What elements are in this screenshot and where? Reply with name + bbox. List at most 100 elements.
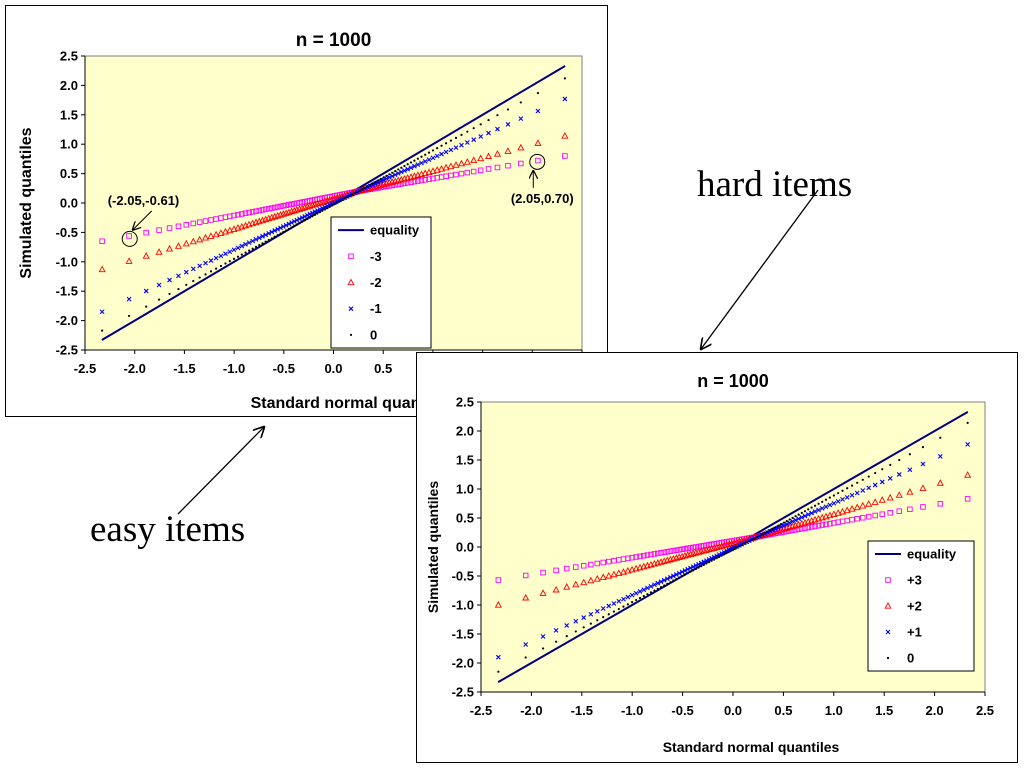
data-point	[351, 193, 354, 196]
data-point	[370, 182, 376, 188]
x-tick-label: -2.5	[74, 361, 96, 376]
data-point	[143, 229, 149, 236]
legend-label: +3	[907, 573, 922, 588]
data-point	[688, 565, 693, 571]
data-point	[420, 155, 423, 158]
data-point	[196, 235, 204, 243]
data-point	[517, 143, 525, 151]
data-point	[453, 171, 459, 178]
data-point	[328, 195, 336, 202]
data-point	[470, 168, 477, 175]
annotation-circle	[121, 230, 138, 247]
data-point	[394, 169, 397, 173]
data-point	[270, 237, 273, 240]
easy-items-arrow	[177, 427, 264, 515]
legend-swatch	[885, 577, 891, 583]
data-point	[235, 245, 241, 251]
data-point	[800, 511, 803, 515]
data-point	[427, 151, 431, 154]
data-point	[522, 572, 529, 579]
data-point	[256, 207, 263, 214]
y-tick-label: -2.5	[56, 343, 78, 358]
data-point	[619, 568, 628, 575]
data-point	[297, 216, 302, 222]
data-point	[799, 514, 805, 520]
data-point	[827, 520, 833, 527]
data-point	[735, 537, 743, 545]
data-point	[419, 160, 424, 166]
y-tick-label: -2.0	[56, 313, 78, 328]
data-point	[304, 212, 310, 218]
data-point	[810, 506, 813, 509]
data-point	[552, 585, 560, 593]
data-point	[463, 158, 471, 165]
data-point	[460, 133, 463, 136]
data-point	[212, 230, 220, 238]
data-point	[735, 546, 738, 549]
data-point	[874, 471, 877, 475]
data-point	[896, 508, 903, 514]
data-point	[730, 549, 733, 552]
data-point	[329, 201, 335, 206]
chart-panel-easy: n = 1000 2.5 2.0 1.5 1.0 0.5 0.0 -0.5 -1.0 -1.5 -2…	[5, 5, 608, 417]
data-point	[701, 559, 707, 565]
data-point	[797, 513, 800, 516]
data-point	[681, 575, 684, 578]
data-point	[589, 622, 592, 625]
data-point	[562, 96, 568, 102]
data-point	[807, 508, 810, 511]
data-point	[254, 245, 258, 249]
data-point	[846, 487, 849, 490]
data-point	[339, 196, 345, 202]
data-point	[309, 210, 315, 216]
data-point	[145, 305, 148, 308]
data-point	[692, 549, 700, 556]
data-point	[860, 488, 866, 493]
data-point	[738, 536, 746, 544]
legend-item-+3: +3	[885, 573, 922, 588]
legend-item-0: 0	[349, 327, 377, 342]
data-point	[272, 228, 278, 233]
data-point	[602, 616, 605, 619]
data-point	[422, 177, 428, 183]
data-point	[289, 220, 294, 226]
data-point	[553, 567, 559, 574]
data-point	[282, 230, 285, 234]
data-point	[274, 204, 281, 210]
data-point	[655, 580, 661, 586]
data-point	[695, 548, 703, 555]
data-point	[748, 540, 751, 543]
data-point	[125, 257, 133, 264]
data-point	[348, 194, 351, 198]
data-point	[228, 260, 231, 263]
data-point	[733, 538, 741, 545]
data-point	[518, 160, 524, 167]
data-point	[588, 561, 594, 568]
data-point	[633, 590, 639, 596]
data-point	[494, 164, 501, 171]
data-point	[311, 200, 319, 208]
data-point	[541, 647, 545, 650]
chart-title: n = 1000	[296, 30, 372, 51]
data-point	[565, 635, 568, 638]
data-point	[788, 518, 791, 521]
data-point	[828, 496, 831, 499]
data-point	[308, 216, 311, 219]
data-point	[279, 232, 282, 235]
x-tick-label: 0.5	[374, 361, 392, 376]
data-point	[524, 656, 527, 659]
data-point	[379, 177, 382, 181]
data-point	[635, 598, 638, 602]
legend-item-+1: +1	[885, 625, 922, 640]
data-point	[361, 187, 364, 191]
data-point	[673, 547, 680, 554]
y-tick-label: -1.0	[56, 254, 78, 269]
data-point	[479, 123, 482, 126]
data-point	[285, 208, 293, 216]
data-point	[771, 527, 774, 530]
data-point	[368, 183, 372, 186]
data-point	[324, 203, 330, 209]
chart-easy-svg: n = 1000 2.5 2.0 1.5 1.0 0.5 0.0 -0.5 -1.0 -1.5 -2…	[18, 30, 591, 412]
data-point	[301, 220, 304, 223]
data-point	[285, 229, 288, 232]
